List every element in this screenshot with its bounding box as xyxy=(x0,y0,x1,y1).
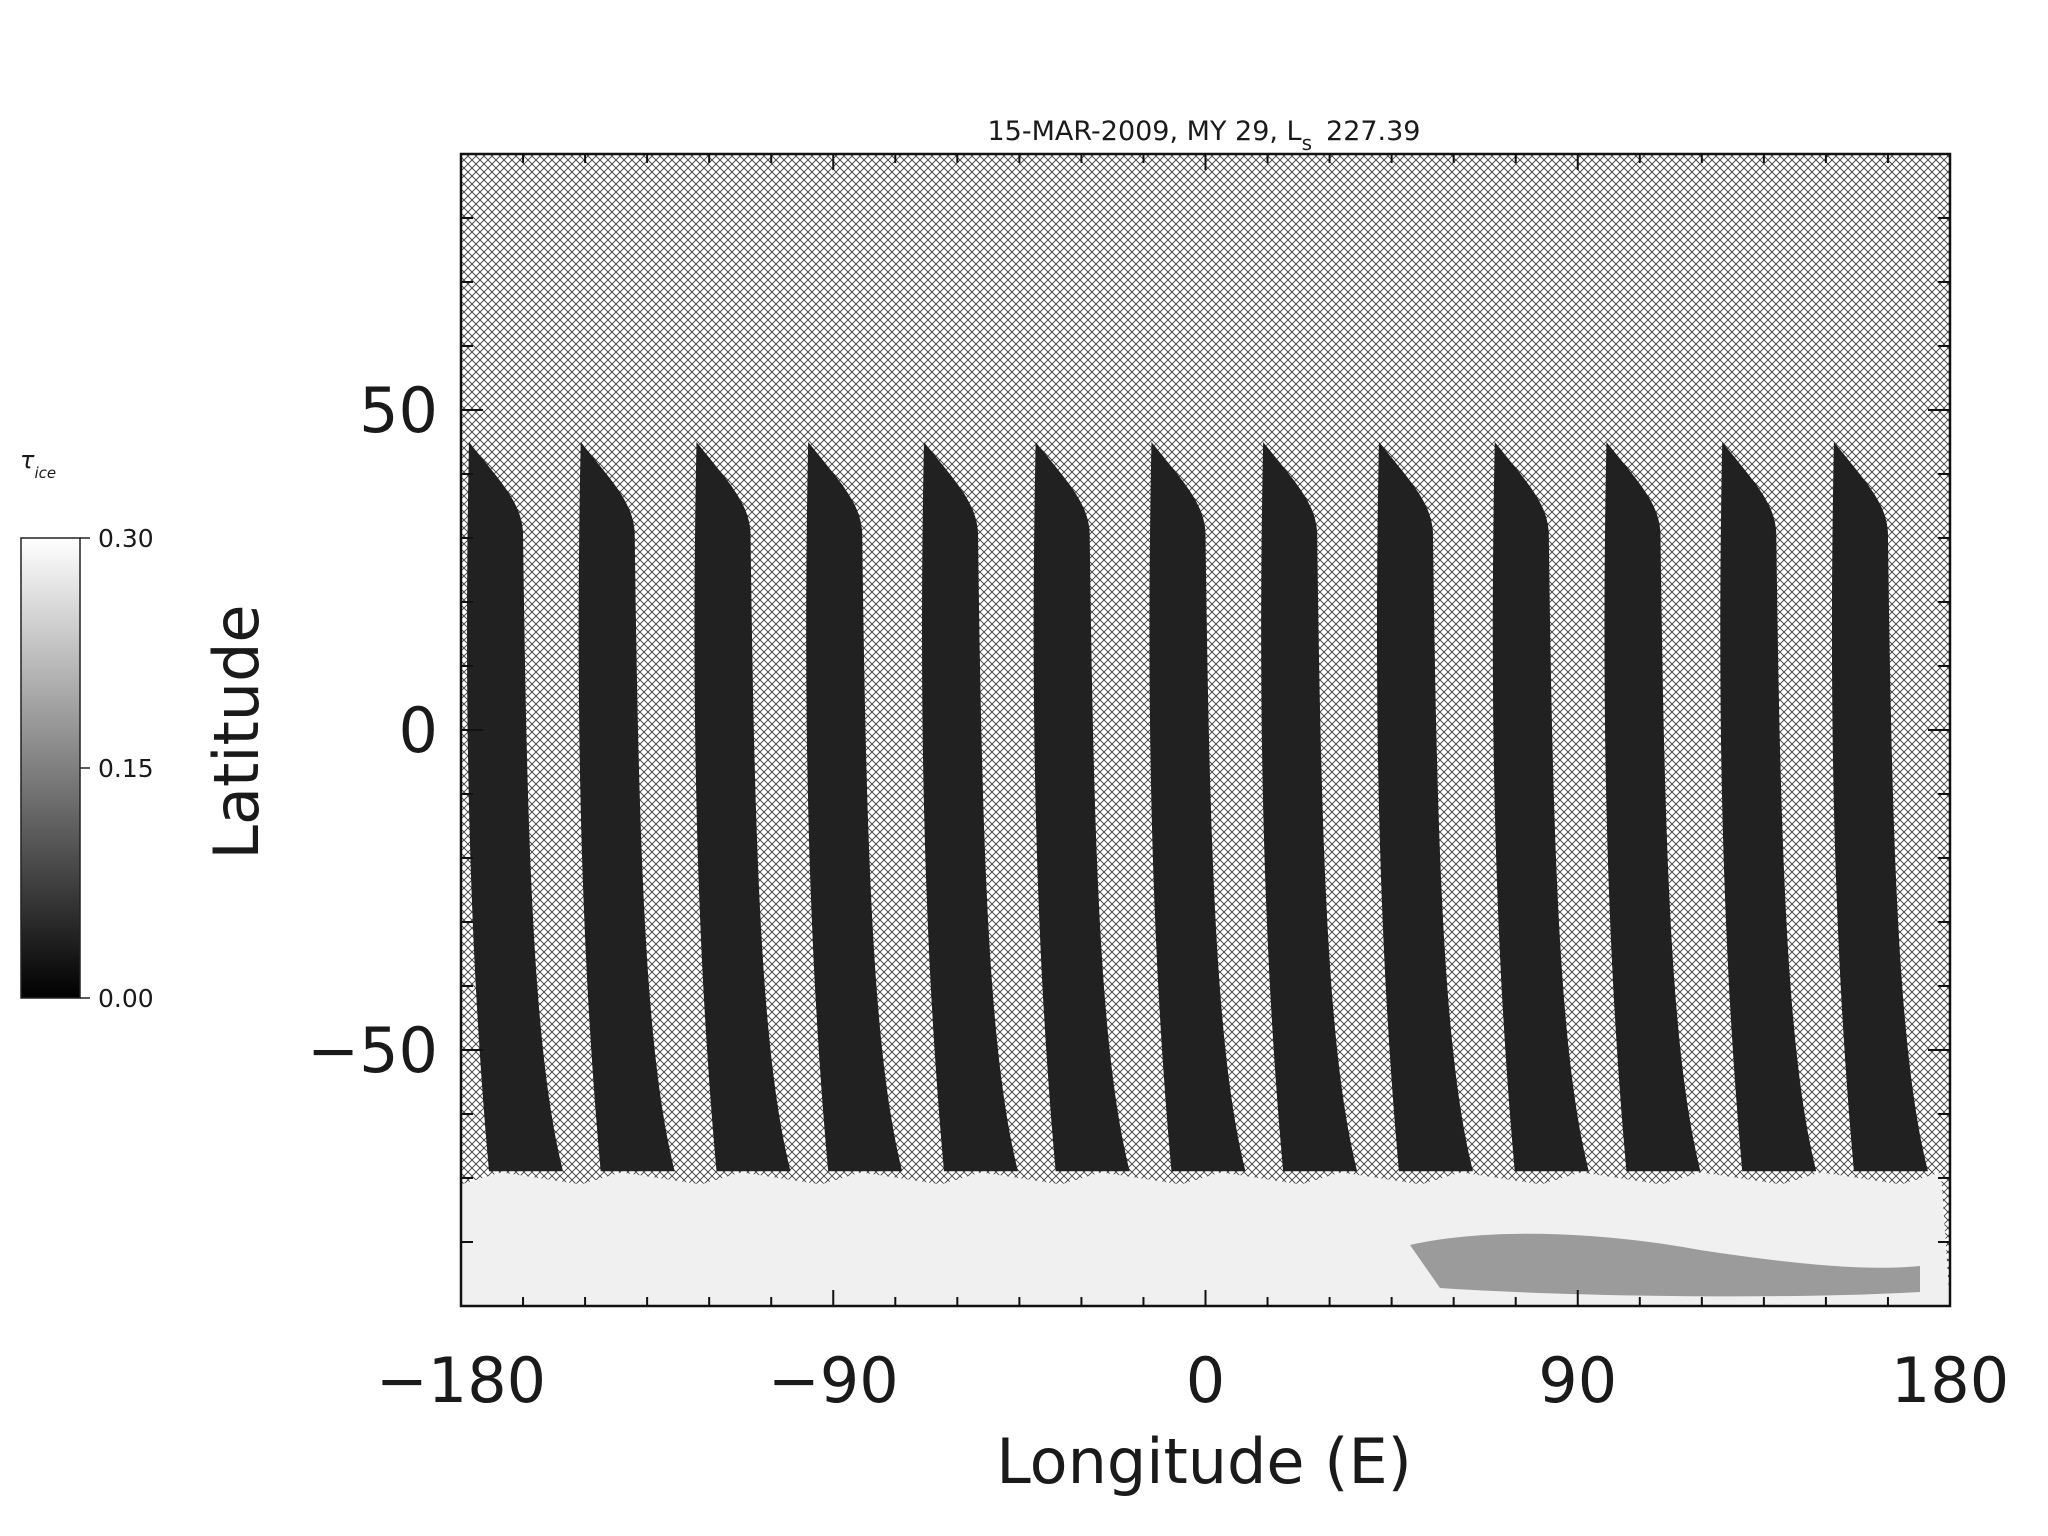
swath-6 xyxy=(1033,442,1130,1172)
axis-ticks xyxy=(460,153,1951,1306)
x-tick-label: 90 xyxy=(1538,1344,1617,1417)
swath-1 xyxy=(467,442,563,1172)
swath-8 xyxy=(1261,442,1358,1172)
y-tick-label: −50 xyxy=(307,1014,438,1087)
swath-11 xyxy=(1604,442,1701,1172)
y-axis-label: Latitude xyxy=(200,604,273,859)
colorbar-tick-label: 0.00 xyxy=(98,984,154,1013)
x-tick-labels: −180 −90 0 90 180 xyxy=(376,1344,2009,1417)
colorbar-gradient xyxy=(20,537,81,999)
swath-4 xyxy=(806,442,903,1172)
swath-9 xyxy=(1376,442,1473,1172)
colorbar-ticks: 0.00 0.15 0.30 xyxy=(80,524,154,1013)
swath-3 xyxy=(694,442,791,1172)
plot-area xyxy=(461,154,1950,1306)
y-tick-label: 50 xyxy=(359,374,438,447)
y-tick-labels: −50 0 50 xyxy=(307,374,438,1087)
y-tick-label: 0 xyxy=(399,694,438,767)
x-tick-label: −180 xyxy=(376,1344,546,1417)
swath-13 xyxy=(1831,442,1928,1172)
x-tick-label: 0 xyxy=(1186,1344,1225,1417)
swath-2 xyxy=(578,442,675,1172)
colorbar-tick-label: 0.15 xyxy=(98,754,154,783)
x-tick-label: −90 xyxy=(768,1344,899,1417)
colorbar: τice 0.00 0.15 0.30 xyxy=(20,446,154,1013)
x-tick-label: 180 xyxy=(1891,1344,2009,1417)
polar-streak xyxy=(1410,1233,1920,1297)
colorbar-label: τice xyxy=(20,446,56,482)
x-axis-label: Longitude (E) xyxy=(996,1425,1412,1498)
swath-layer xyxy=(467,442,1928,1172)
colorbar-tick-label: 0.30 xyxy=(98,524,154,553)
chart-title: 15-MAR-2009, MY 29, Ls 227.39 xyxy=(988,116,1421,155)
swath-5 xyxy=(922,442,1018,1172)
swath-7 xyxy=(1149,442,1246,1172)
swath-12 xyxy=(1720,442,1817,1172)
south-polar-band xyxy=(461,1172,1950,1306)
swath-10 xyxy=(1492,442,1589,1172)
